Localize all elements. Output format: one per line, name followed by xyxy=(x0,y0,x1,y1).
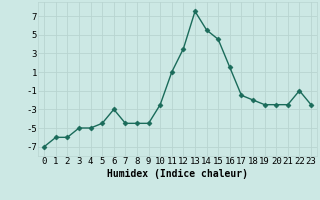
X-axis label: Humidex (Indice chaleur): Humidex (Indice chaleur) xyxy=(107,169,248,179)
